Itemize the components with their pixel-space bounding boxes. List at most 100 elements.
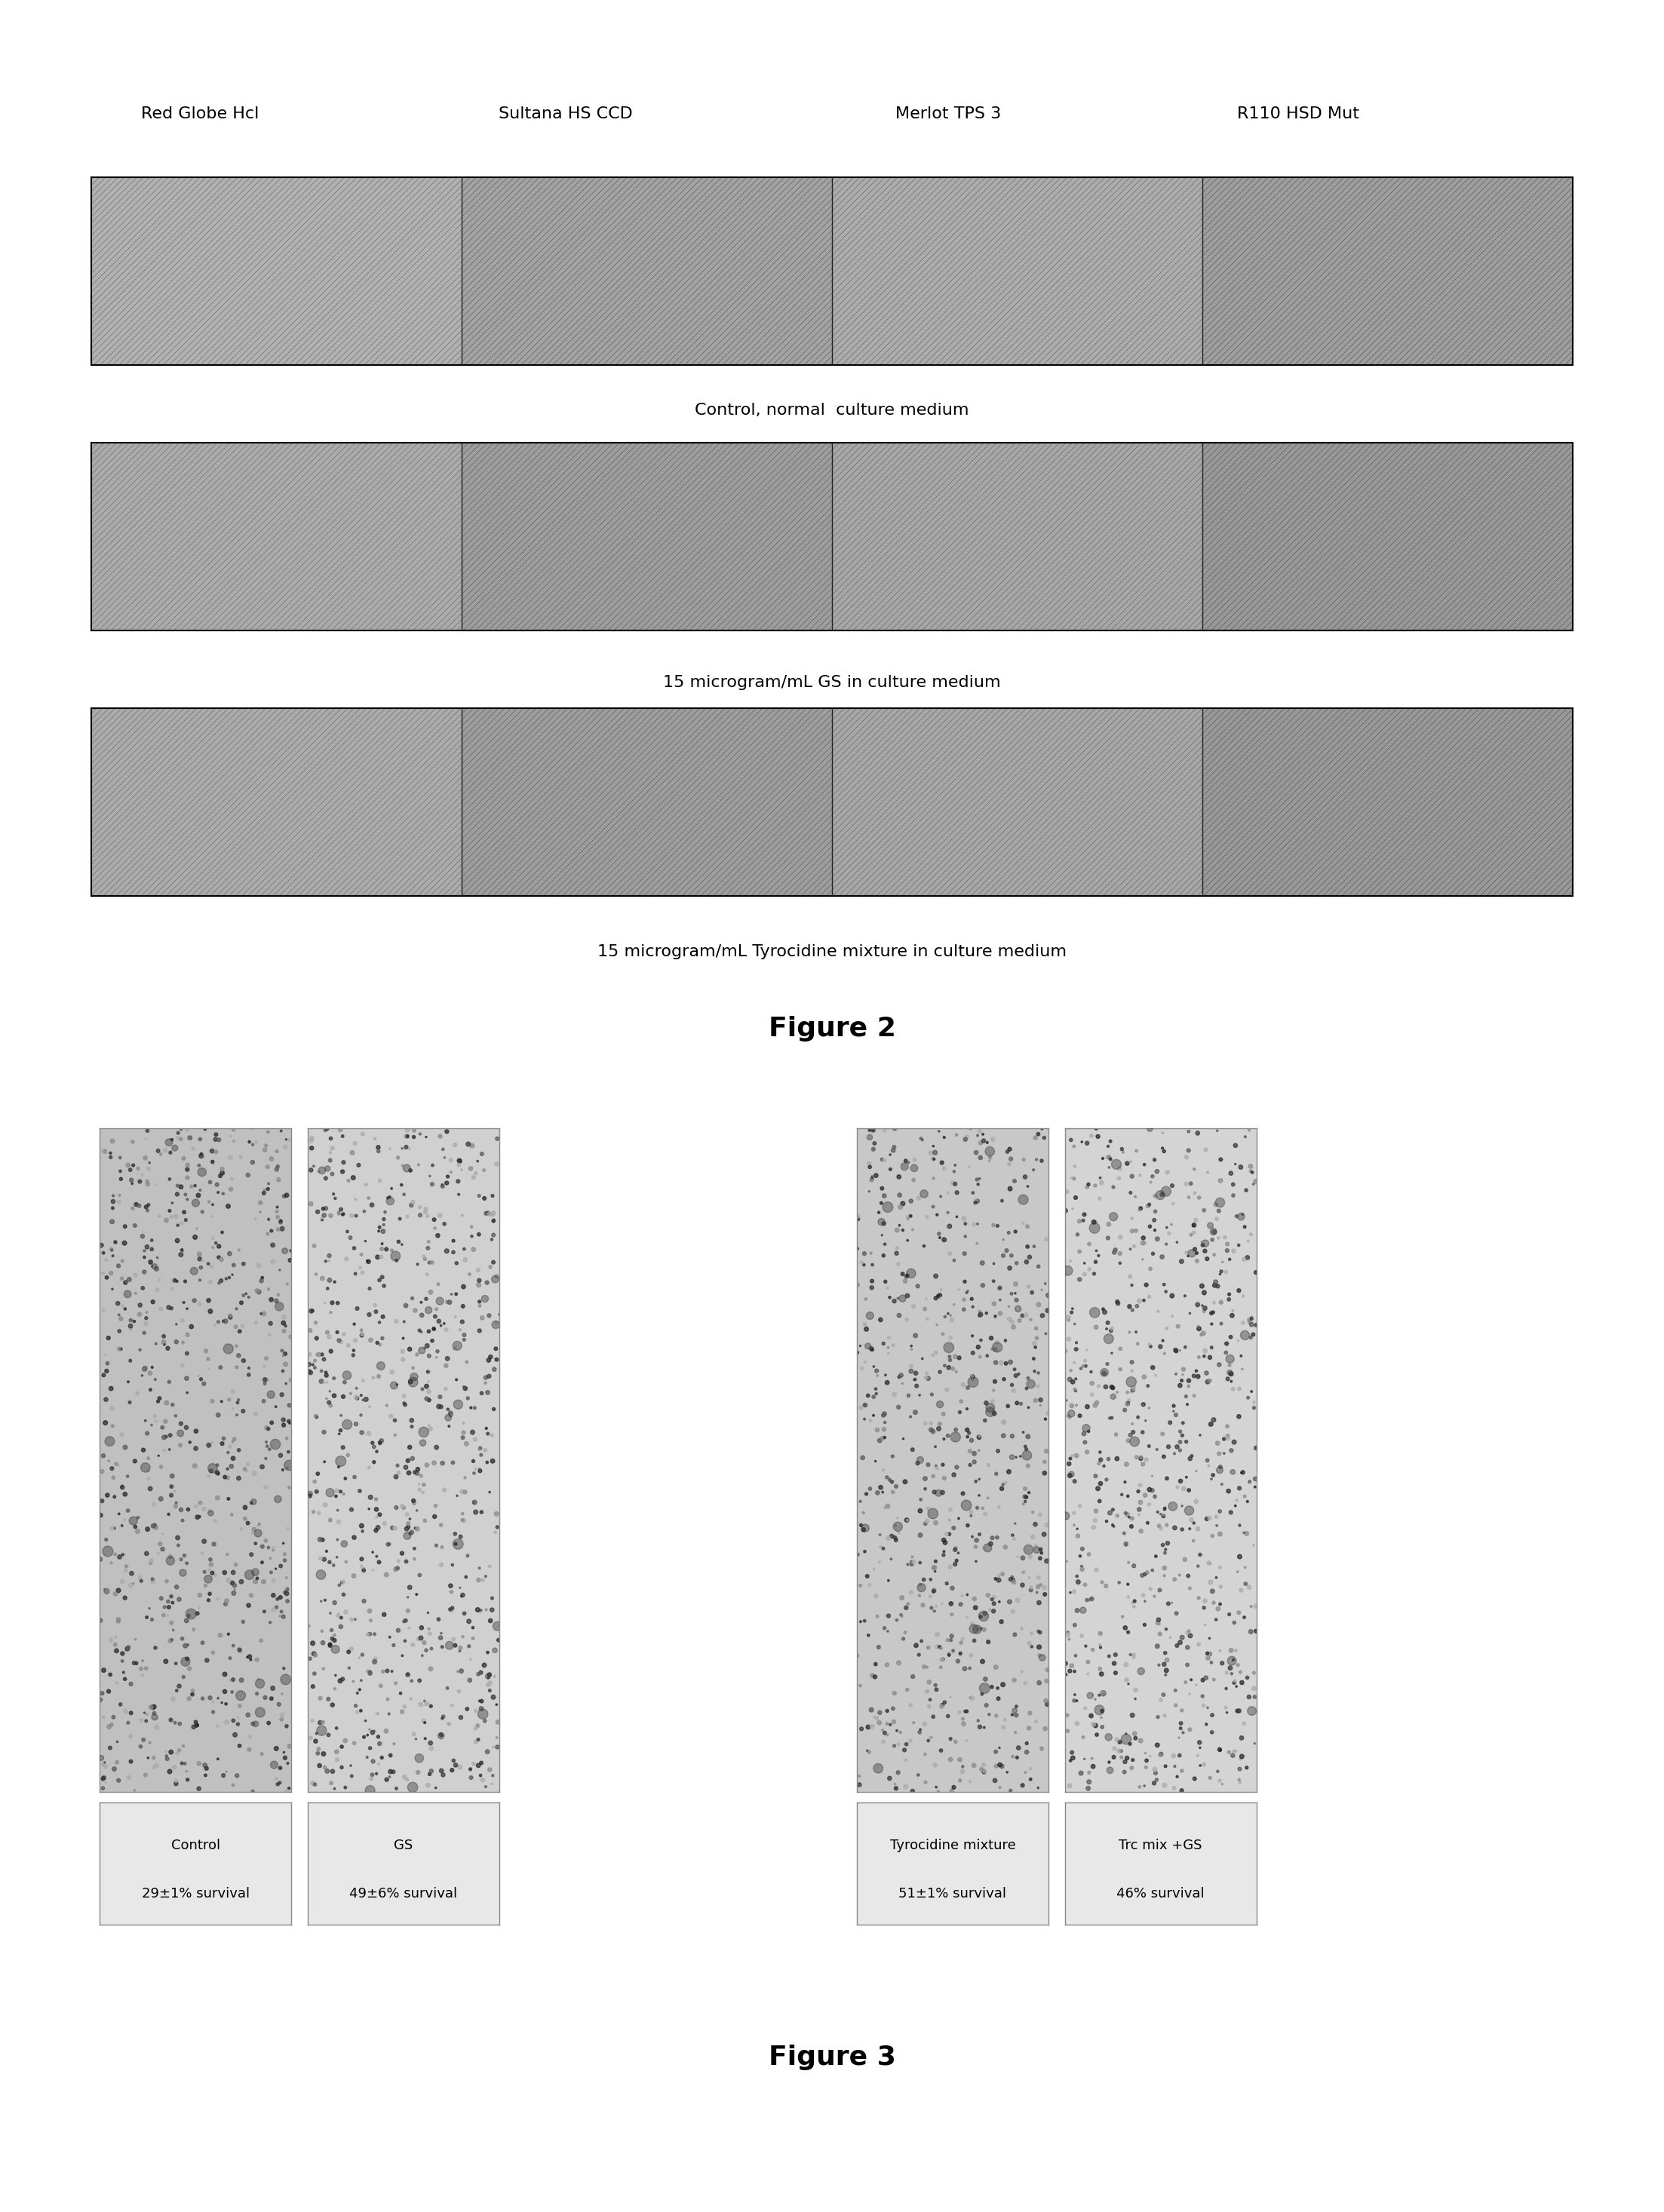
Point xyxy=(334,1358,361,1394)
Point xyxy=(1057,1243,1083,1279)
Point xyxy=(168,1206,195,1241)
Point xyxy=(1107,1725,1133,1761)
Point xyxy=(870,1141,897,1177)
Point xyxy=(443,1363,469,1398)
Point xyxy=(1190,1228,1216,1263)
Point xyxy=(1201,1285,1228,1321)
Point xyxy=(428,1546,454,1582)
Point xyxy=(1080,1677,1107,1712)
Point xyxy=(331,1526,358,1562)
Point xyxy=(1137,1327,1163,1363)
Point xyxy=(92,1745,118,1781)
Point xyxy=(369,1259,396,1294)
Point xyxy=(953,1577,980,1613)
Point xyxy=(942,1166,968,1201)
Point xyxy=(419,1245,446,1281)
Point xyxy=(191,1759,218,1794)
Point xyxy=(111,1475,138,1511)
Point xyxy=(366,1544,393,1579)
Point xyxy=(890,1420,917,1455)
Point xyxy=(1228,1739,1255,1774)
Point xyxy=(203,1117,230,1152)
Point xyxy=(141,1750,168,1785)
Point xyxy=(1233,1566,1260,1601)
Point xyxy=(133,1703,160,1739)
Point xyxy=(844,1334,870,1369)
Point xyxy=(920,1573,947,1608)
Point xyxy=(874,1460,900,1495)
Point xyxy=(374,1181,401,1217)
Point xyxy=(255,1531,281,1566)
Point xyxy=(463,1723,489,1759)
Point xyxy=(436,1285,463,1321)
Point xyxy=(1052,1498,1078,1533)
Point xyxy=(120,1148,146,1183)
Point xyxy=(298,1130,324,1166)
Point xyxy=(1000,1739,1027,1774)
Point xyxy=(1216,1276,1243,1312)
Point xyxy=(997,1141,1023,1177)
Point xyxy=(454,1345,481,1380)
Point xyxy=(967,1126,993,1161)
Point xyxy=(336,1650,363,1686)
Point xyxy=(1022,1329,1048,1365)
Point xyxy=(1035,1652,1062,1688)
Point xyxy=(1166,1413,1193,1449)
Point xyxy=(1206,1164,1233,1199)
Point xyxy=(306,1747,333,1783)
Point xyxy=(1203,1188,1230,1223)
Point xyxy=(1143,1763,1170,1798)
Point xyxy=(354,1717,381,1752)
Point xyxy=(1125,1473,1151,1509)
Point xyxy=(965,1329,992,1365)
Point xyxy=(1072,1349,1098,1385)
Point xyxy=(948,1385,975,1420)
Point xyxy=(927,1281,953,1316)
Point xyxy=(321,1360,348,1396)
Point xyxy=(958,1358,985,1394)
Point xyxy=(158,1606,185,1641)
Point xyxy=(313,1190,339,1225)
Point xyxy=(135,1150,161,1186)
Point xyxy=(403,1511,429,1546)
Point xyxy=(215,1562,241,1597)
Point xyxy=(1008,1387,1035,1422)
Point xyxy=(1028,1535,1055,1571)
Point xyxy=(240,1774,266,1809)
Point xyxy=(439,1590,466,1626)
Point xyxy=(1017,1573,1043,1608)
Point xyxy=(864,1599,890,1635)
Point xyxy=(1075,1537,1102,1573)
Point xyxy=(168,1121,195,1157)
Point xyxy=(995,1453,1022,1489)
Point xyxy=(860,1398,887,1433)
Point xyxy=(849,1712,875,1747)
Point xyxy=(156,1135,183,1170)
Point xyxy=(859,1113,885,1148)
Point xyxy=(962,1181,988,1217)
Point xyxy=(301,1349,328,1385)
Point xyxy=(201,1526,228,1562)
Point xyxy=(143,1511,170,1546)
Point xyxy=(419,1148,446,1183)
Point xyxy=(1145,1728,1171,1763)
Point xyxy=(972,1661,998,1697)
Point xyxy=(960,1747,987,1783)
Point xyxy=(215,1460,241,1495)
Point xyxy=(275,1451,301,1486)
Point xyxy=(1211,1422,1238,1458)
Point xyxy=(1168,1705,1195,1741)
Point xyxy=(175,1628,201,1663)
Point xyxy=(1112,1515,1138,1551)
Point xyxy=(1215,1473,1241,1509)
Point xyxy=(353,1223,379,1259)
Point xyxy=(173,1360,200,1396)
Point xyxy=(998,1559,1025,1595)
Point xyxy=(256,1316,283,1352)
Point xyxy=(248,1624,275,1659)
Point xyxy=(1077,1225,1103,1261)
Point xyxy=(90,1438,116,1473)
Point xyxy=(940,1155,967,1190)
Point xyxy=(1055,1321,1082,1356)
Point xyxy=(1105,1285,1132,1321)
